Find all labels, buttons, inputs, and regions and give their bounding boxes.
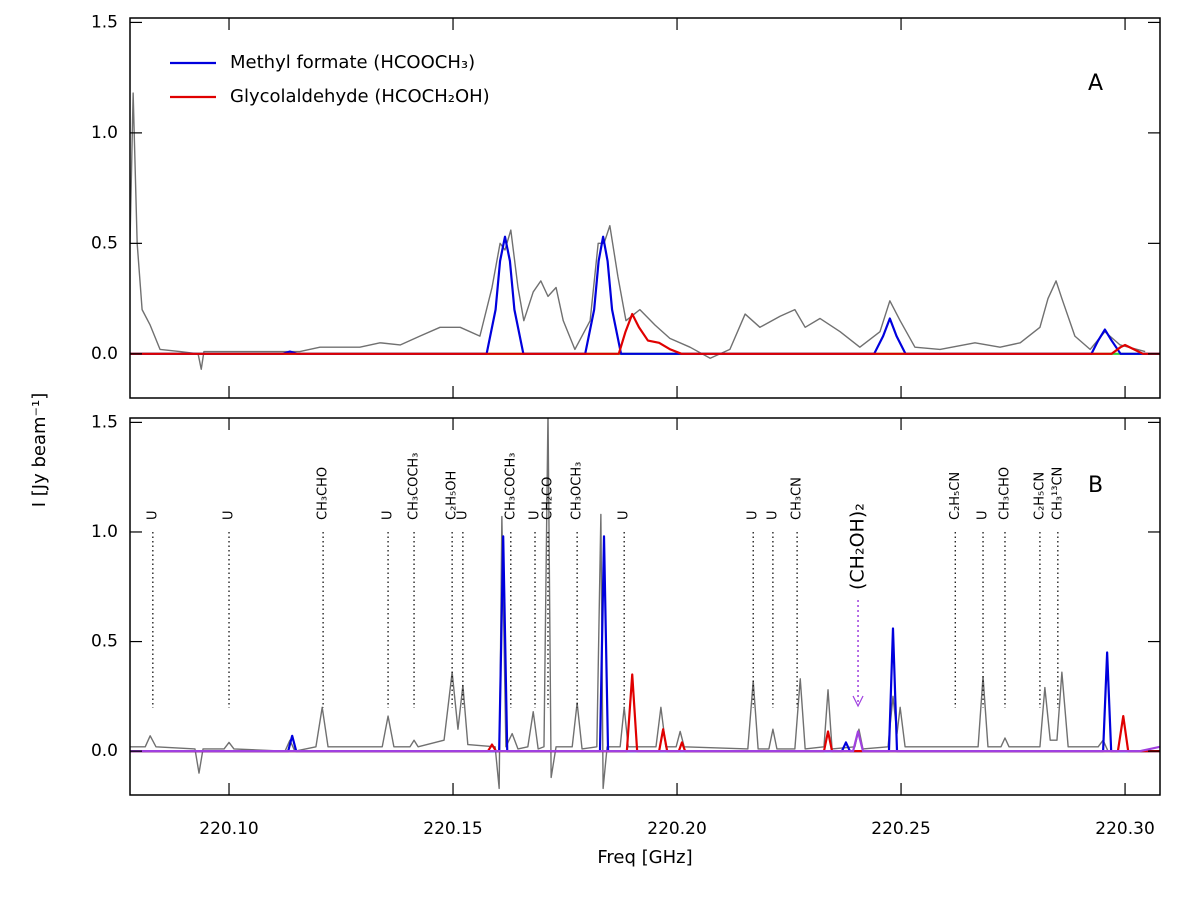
x-tick-label: 220.30 [1095, 819, 1154, 839]
line-id-label: U [976, 510, 991, 520]
line-id-label: CH₃COCH₃ [407, 453, 422, 520]
legend-label: Glycolaldehyde (HCOCH₂OH) [230, 86, 490, 107]
plot-frame [129, 17, 1161, 399]
spectrum-line [130, 730, 1160, 753]
line-id-label: C₂H₅CN [948, 472, 963, 520]
legend-label: Methyl formate (HCOOCH₃) [230, 52, 475, 73]
spectrum-line [130, 235, 1160, 355]
plot-area [130, 92, 1160, 370]
panel-label: A [1088, 71, 1103, 96]
annotation-arrowhead [852, 695, 864, 708]
line-id-label: CH₃¹³CN [1050, 467, 1065, 520]
y-tick-label: 0.5 [91, 632, 118, 652]
line-id-label: U [381, 510, 396, 520]
spectrum-line [130, 92, 1146, 370]
y-tick-label: 0.5 [91, 233, 118, 253]
x-tick-label: 220.15 [423, 819, 482, 839]
plot-area [130, 418, 1160, 790]
line-id-label: U [528, 510, 543, 520]
line-id-label: CH₃CN [790, 477, 805, 520]
line-id-label: U [455, 510, 470, 520]
line-id-label: U [746, 510, 761, 520]
y-tick-label: 1.0 [91, 522, 118, 542]
y-tick-label: 0.0 [91, 344, 118, 364]
annotation-label: (CH₂OH)₂ [847, 503, 869, 590]
y-axis-label: I [Jy beam⁻¹] [29, 393, 50, 508]
line-id-label: C₂H₅OH [445, 471, 460, 520]
x-tick-label: 220.10 [199, 819, 258, 839]
line-id-label: U [145, 510, 160, 520]
x-axis-label: Freq [GHz] [597, 847, 692, 868]
line-id-label: CH₃COCH₃ [503, 453, 518, 520]
plot-frame [129, 417, 1161, 796]
line-id-label: CH₃OCH₃ [570, 462, 585, 520]
line-id-label: CH₃CHO [316, 467, 331, 520]
line-id-label: U [765, 510, 780, 520]
panel-label: B [1088, 473, 1103, 498]
line-id-label: C₂H₅CN [1032, 472, 1047, 520]
line-id-label: CH₂CO [541, 477, 556, 520]
line-id-label: CH₃CHO [997, 467, 1012, 520]
y-tick-label: 0.0 [91, 741, 118, 761]
y-tick-label: 1.5 [91, 12, 118, 32]
spectrum-line [130, 312, 1160, 355]
line-id-label: U [222, 510, 237, 520]
line-id-label: U [617, 510, 632, 520]
y-tick-label: 1.5 [91, 412, 118, 432]
x-tick-label: 220.25 [871, 819, 930, 839]
spectrum-line [130, 418, 1135, 790]
y-tick-label: 1.0 [91, 123, 118, 143]
x-tick-label: 220.20 [647, 819, 706, 839]
